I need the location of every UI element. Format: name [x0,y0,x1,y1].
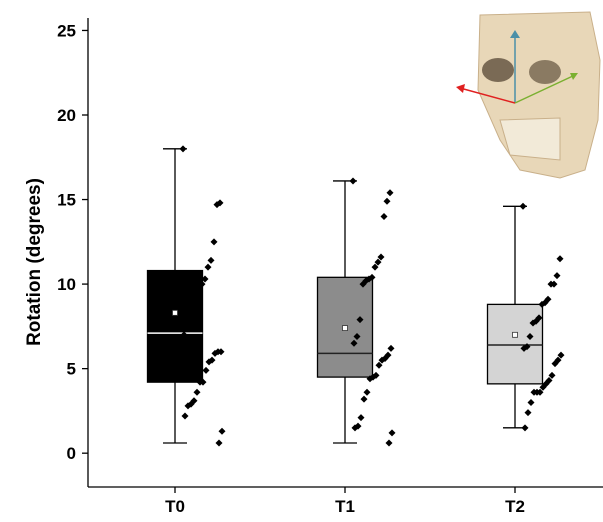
x-tick-label: T1 [335,497,355,516]
data-point [183,321,191,329]
skull-illustration [456,11,601,179]
data-point [383,197,391,205]
mean [342,325,348,331]
data-point [385,439,393,447]
data-point [179,145,187,153]
data-point [186,312,194,320]
data-point [359,280,367,288]
data-point [218,427,226,435]
y-tick-label: 0 [67,444,76,463]
data-point [553,272,561,280]
data-point [205,358,213,366]
data-point [189,304,197,312]
mean [172,309,178,316]
mean [512,331,518,338]
y-tick-label: 20 [57,106,76,125]
data-point [519,202,527,210]
data-point [195,283,203,291]
data-point [357,414,365,422]
x-tick-label: T2 [505,497,525,516]
data-point [204,263,212,271]
data-point [211,349,219,357]
data-point [213,201,221,209]
data-point [351,424,359,432]
data-point [551,360,559,368]
y-tick-label: 5 [67,360,76,379]
data-point [356,316,364,324]
data-point [360,395,368,403]
x-tick-label: T0 [165,497,185,516]
data-point [375,361,383,369]
data-point [371,263,379,271]
data-point [210,238,218,246]
data-point [378,356,386,364]
data-point [526,333,534,341]
y-axis-title: Rotation (degrees) [24,178,45,346]
data-point [557,351,565,359]
data-point [207,256,215,264]
data-point [520,344,528,352]
data-point [388,429,396,437]
data-point [529,319,537,327]
data-point [184,402,192,410]
data-point [192,294,200,302]
data-point [350,339,358,347]
data-point [380,212,388,220]
data-point [539,383,547,391]
data-point [556,255,564,263]
data-point [387,344,395,352]
data-point [215,439,223,447]
y-tick-label: 25 [57,21,76,40]
data-point [349,177,357,185]
data-point [538,300,546,308]
data-point [366,375,374,383]
data-point [353,333,361,341]
data-point [202,366,210,374]
box [486,303,544,385]
data-point [377,253,385,261]
data-point [363,388,371,396]
data-point [521,424,529,432]
data-point [524,409,532,417]
y-tick-label: 10 [57,275,76,294]
data-point [548,371,556,379]
data-point [374,258,382,266]
data-point [196,378,204,386]
data-point [201,275,209,283]
data-point [547,280,555,288]
data-point [527,398,535,406]
y-tick-label: 15 [57,191,76,210]
data-point [193,388,201,396]
data-point [181,412,189,420]
data-point [530,388,538,396]
data-point [180,331,188,339]
data-point [386,189,394,197]
box [146,269,204,383]
